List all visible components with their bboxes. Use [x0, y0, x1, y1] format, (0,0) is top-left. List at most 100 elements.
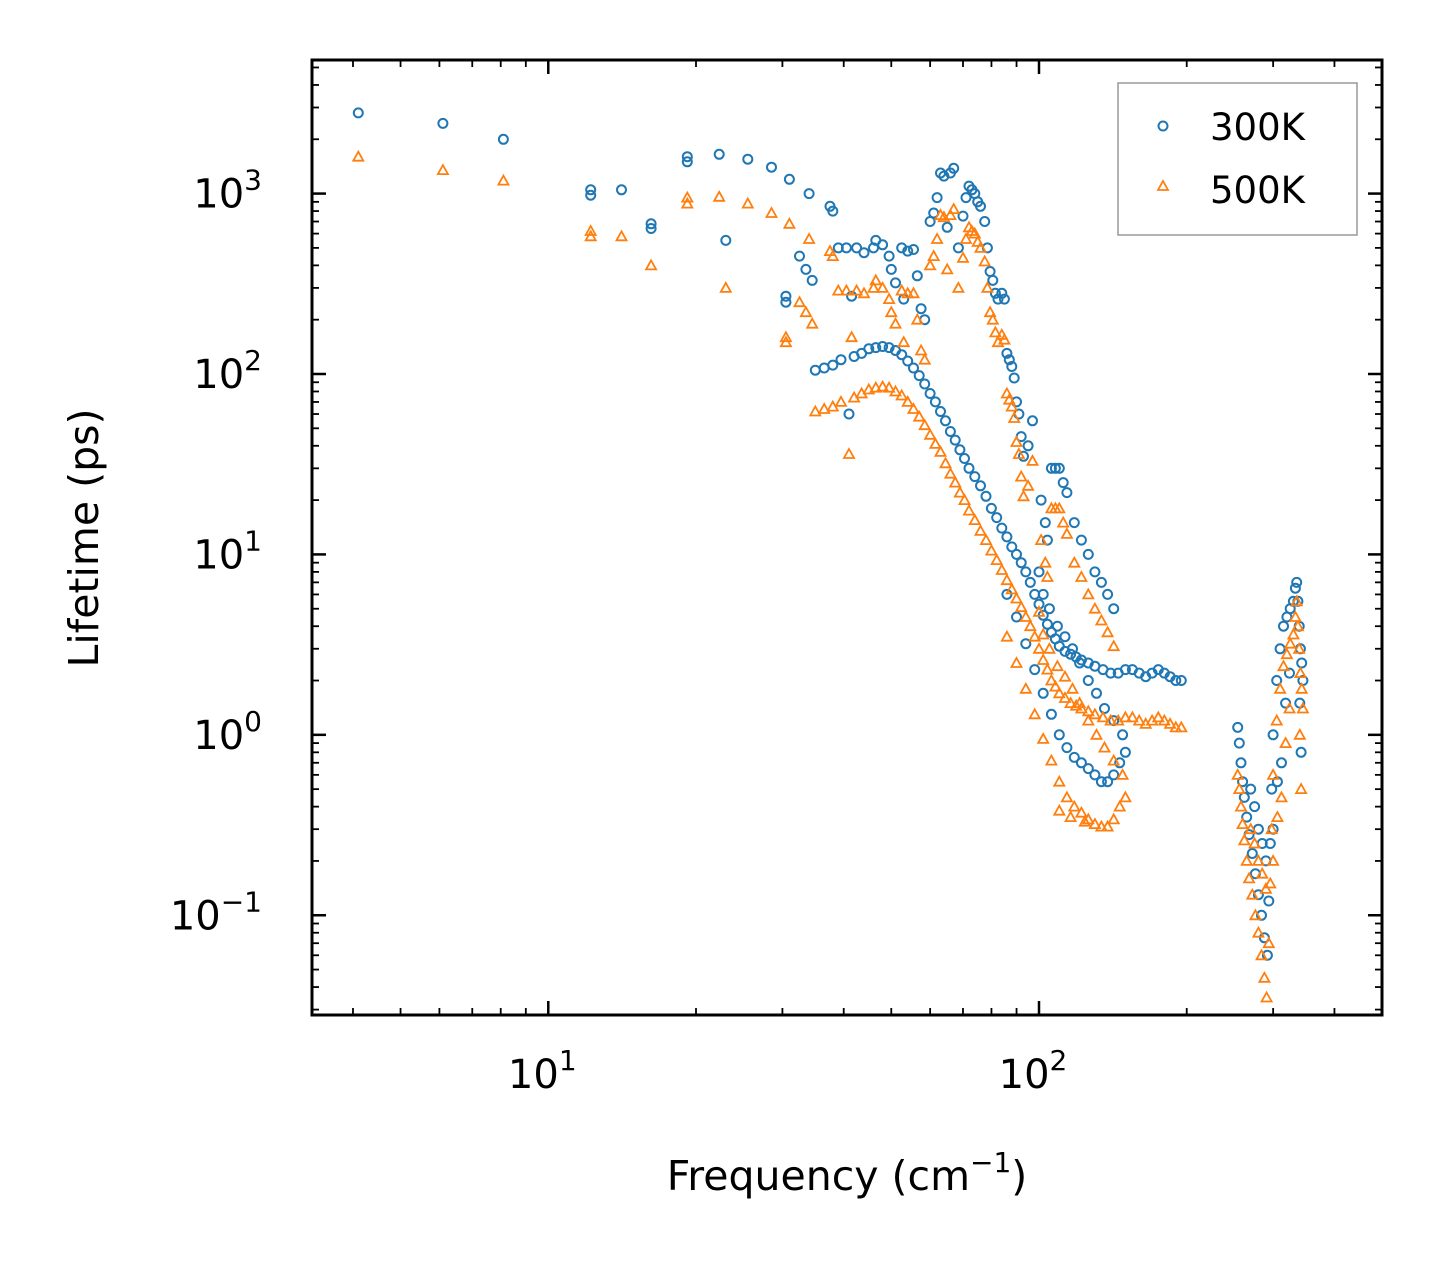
data-point-300k — [1018, 450, 1029, 462]
data-point-300k — [1233, 737, 1245, 749]
data-point-500k — [906, 286, 921, 299]
data-point-500k — [1237, 833, 1251, 846]
data-point-500k — [978, 254, 992, 267]
data-point-500k — [910, 312, 924, 325]
data-point-500k — [923, 427, 937, 440]
data-point-500k — [1005, 582, 1019, 595]
data-point-500k — [1248, 908, 1262, 921]
data-point-500k — [1104, 713, 1118, 726]
data-point-300k — [963, 462, 975, 474]
data-point-300k — [1108, 603, 1120, 615]
data-point-300k — [1045, 462, 1057, 474]
data-point-500k — [1088, 601, 1102, 614]
data-point-500k — [719, 281, 733, 293]
data-point-500k — [1255, 866, 1269, 879]
data-point-300k — [919, 378, 931, 390]
data-point-500k — [1078, 814, 1092, 827]
data-point-300k — [1059, 645, 1071, 657]
data-point-500k — [1064, 696, 1078, 708]
data-point-500k — [953, 485, 967, 498]
data-point-500k — [792, 295, 807, 308]
data-point-500k — [1058, 691, 1072, 703]
data-point-300k — [954, 444, 966, 456]
data-point-500k — [1262, 936, 1276, 949]
data-point-300k — [1082, 763, 1094, 775]
data-point-300k — [1117, 729, 1129, 741]
data-point-500k — [496, 173, 510, 186]
data-point-500k — [584, 229, 598, 242]
data-point-300k — [940, 415, 951, 427]
data-point-300k — [1068, 517, 1080, 529]
data-point-500k — [947, 202, 961, 214]
data-point-300k — [952, 242, 964, 254]
data-point-300k — [1057, 477, 1069, 489]
data-point-500k — [918, 352, 932, 365]
data-point-300k — [941, 221, 953, 233]
series-300k — [352, 107, 1309, 961]
data-point-300k — [1267, 729, 1279, 741]
data-point-300k — [896, 242, 908, 254]
data-point-500k — [1294, 782, 1308, 794]
data-point-500k — [1007, 411, 1021, 423]
y-tick-label-base: 10 — [193, 172, 244, 218]
x-tick-label-exp: 1 — [559, 1044, 577, 1077]
data-point-300k — [1271, 675, 1283, 686]
data-point-500k — [1265, 822, 1279, 835]
data-point-500k — [1282, 701, 1297, 714]
data-point-300k — [681, 151, 693, 163]
y-tick-label-base: 10 — [170, 893, 221, 939]
data-point-500k — [436, 163, 450, 175]
data-point-300k — [902, 245, 914, 257]
data-point-300k — [989, 287, 1001, 299]
data-point-500k — [1042, 641, 1056, 654]
data-point-500k — [1081, 704, 1095, 717]
data-point-300k — [437, 117, 449, 129]
data-point-300k — [987, 274, 999, 286]
data-point-300k — [1029, 588, 1041, 600]
data-point-500k — [1280, 647, 1294, 660]
data-point-300k — [780, 296, 792, 308]
data-point-500k — [1052, 501, 1066, 514]
y-tick-label-base: 10 — [193, 532, 244, 578]
data-point-300k — [998, 293, 1010, 305]
data-point-500k — [1274, 790, 1289, 803]
data-point-500k — [1028, 707, 1042, 720]
data-point-300k — [1061, 742, 1073, 754]
data-point-500k — [1052, 774, 1066, 787]
data-point-500k — [984, 543, 998, 556]
data-point-500k — [971, 235, 985, 247]
data-point-500k — [1248, 836, 1262, 849]
data-point-500k — [1125, 710, 1139, 723]
data-point-500k — [869, 380, 883, 393]
data-point-500k — [1291, 619, 1305, 632]
data-point-500k — [782, 216, 796, 229]
data-point-500k — [1089, 727, 1104, 740]
y-tick-label: 10−1 — [170, 885, 262, 939]
data-point-500k — [1257, 970, 1271, 983]
data-point-300k — [1289, 582, 1301, 594]
data-point-300k — [742, 153, 754, 165]
data-point-300k — [497, 133, 509, 145]
data-point-500k — [948, 475, 962, 488]
data-point-300k — [877, 239, 889, 251]
data-point-300k — [1276, 757, 1287, 769]
data-point-300k — [1001, 531, 1013, 543]
data-point-300k — [870, 342, 882, 354]
data-point-500k — [802, 232, 816, 244]
data-point-300k — [890, 277, 901, 289]
data-point-300k — [1035, 494, 1047, 506]
data-point-500k — [1056, 515, 1070, 528]
y-tick-label: 100 — [193, 705, 262, 759]
y-tick-label-exp: 3 — [244, 164, 262, 197]
data-point-300k — [851, 242, 863, 254]
data-point-300k — [902, 355, 914, 367]
data-point-300k — [1089, 566, 1101, 578]
data-point-500k — [1273, 681, 1287, 694]
data-point-500k — [1021, 478, 1035, 491]
data-point-300k — [681, 156, 693, 168]
data-point-300k — [1082, 548, 1094, 560]
data-point-300k — [929, 396, 941, 408]
data-point-300k — [908, 244, 919, 255]
data-point-300k — [352, 107, 364, 119]
data-point-300k — [840, 242, 852, 254]
